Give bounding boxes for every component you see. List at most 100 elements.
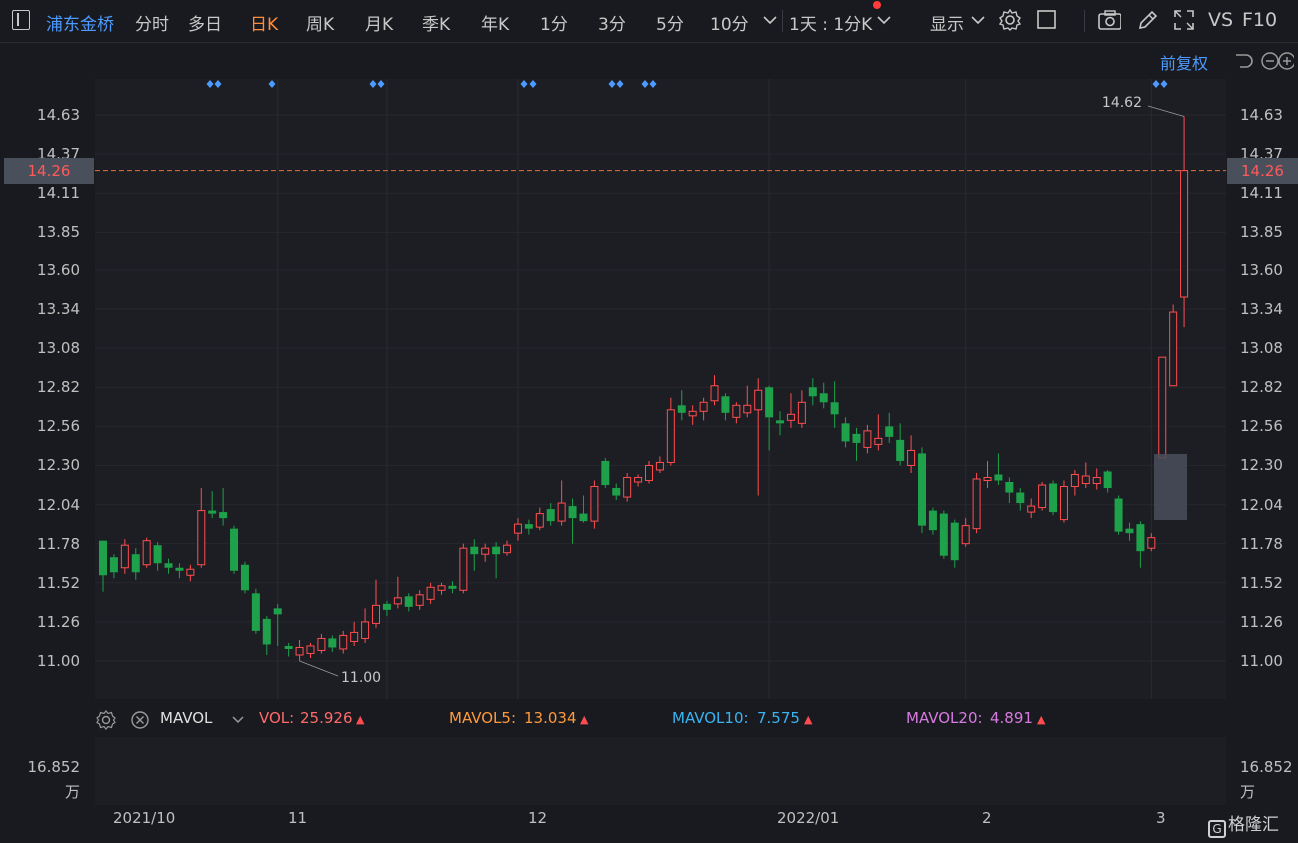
price-axis-right-label: 14.11	[1240, 184, 1283, 203]
candle-body-down	[1049, 483, 1058, 513]
display-menu[interactable]: 显示	[930, 15, 964, 35]
indicator-chevron-icon[interactable]	[230, 711, 246, 727]
plus-circle-icon[interactable]	[1278, 52, 1294, 70]
min-price-label: 11.00	[341, 670, 381, 686]
date-label-oct: 2021/10	[113, 809, 176, 827]
adjust-mode-button[interactable]: 前复权	[1160, 54, 1209, 73]
tab-5min[interactable]: 5分	[656, 15, 684, 35]
price-axis-left-label: 11.00	[37, 652, 80, 670]
toolbar-divider-2	[1084, 10, 1085, 32]
indicator-bar: MAVOL VOL: 25.926 ▲ MAVOL5: 13.034 ▲ MAV…	[0, 703, 1298, 733]
tab-quarterly-k[interactable]: 季K	[422, 15, 451, 35]
indicator-name[interactable]: MAVOL	[160, 709, 213, 727]
stock-name[interactable]: 浦东金桥	[46, 15, 114, 35]
indicator-settings-icon[interactable]	[95, 709, 117, 731]
candle-body-up	[623, 476, 632, 498]
interval-select[interactable]: 1天 : 1分K	[789, 15, 873, 35]
event-marker-icon	[520, 80, 528, 88]
candle-body-down	[208, 510, 217, 514]
crosshair-highlight	[1154, 454, 1187, 520]
candle-body-up	[710, 385, 719, 402]
candle-body-down	[251, 593, 260, 631]
candle-body-down	[928, 510, 937, 531]
candle-body-up	[503, 544, 512, 554]
minus-circle-icon[interactable]	[1261, 52, 1279, 70]
candle-body-down	[448, 585, 457, 589]
mavol5-label: MAVOL5:	[449, 709, 517, 727]
candle-body-up	[481, 547, 490, 555]
volume-axis-left-value: 16.852	[27, 758, 81, 776]
zoom-controls	[1236, 52, 1294, 70]
price-axis-right-label: 12.30	[1240, 456, 1283, 475]
candle-body-down	[109, 557, 118, 573]
candle-body-down	[131, 554, 140, 573]
mavol5-arrow: ▲	[580, 713, 589, 726]
pencil-icon[interactable]	[1136, 8, 1160, 32]
tab-yearly-k[interactable]: 年K	[481, 15, 510, 35]
price-axis-left-label: 11.52	[37, 573, 80, 592]
candle-body-up	[415, 594, 424, 606]
candle-body-down	[579, 513, 588, 522]
candle-body-up	[295, 646, 304, 656]
price-axis-left-label: 11.26	[37, 612, 80, 631]
mavol10-value: 7.575	[757, 709, 800, 727]
compare-button[interactable]: VS	[1208, 9, 1234, 31]
tab-daily-k[interactable]: 日K	[250, 15, 279, 35]
interval-chevron-icon[interactable]	[874, 10, 898, 34]
logo-icon: G	[1208, 820, 1226, 838]
price-axis-right-label: 13.08	[1240, 339, 1283, 358]
max-price-label: 14.62	[1102, 95, 1142, 111]
price-axis-right-label: 13.34	[1240, 300, 1283, 319]
volume-axis-right-unit: 万	[1240, 783, 1256, 801]
candle-body-up	[1180, 170, 1189, 298]
settings-icon[interactable]	[998, 8, 1022, 32]
price-axis-left-label: 13.34	[37, 300, 80, 319]
candle-body-up	[863, 430, 872, 448]
checkbox-icon[interactable]	[1036, 8, 1060, 32]
date-label-nov: 11	[288, 809, 308, 827]
tab-weekly-k[interactable]: 周K	[306, 15, 335, 35]
chevron-down-icon[interactable]	[760, 10, 784, 34]
tab-intraday[interactable]: 分时	[135, 15, 169, 35]
candle-body-down	[284, 645, 293, 649]
undo-icon[interactable]	[1236, 54, 1253, 68]
candle-body-up	[732, 404, 741, 418]
mavol20-arrow: ▲	[1037, 713, 1046, 726]
tab-10min[interactable]: 10分	[710, 15, 749, 35]
candle-body-up	[961, 525, 970, 545]
candle-body-up	[350, 631, 359, 642]
price-axis-right-label: 13.85	[1240, 223, 1283, 242]
candle-body-down	[1016, 492, 1025, 504]
price-axis-right-label: 12.56	[1240, 417, 1283, 436]
candle-body-up	[1081, 475, 1090, 485]
f10-button[interactable]: F10	[1242, 9, 1278, 31]
candle-body-up	[372, 604, 380, 624]
candle-body-up	[317, 637, 326, 651]
candle-body-down	[852, 433, 861, 443]
candle-body-up	[874, 437, 883, 445]
volume-axis-left-unit: 万	[64, 783, 80, 801]
candle-body-down	[885, 426, 894, 437]
indicator-close-icon[interactable]	[129, 709, 151, 731]
candle-body-down	[721, 396, 730, 413]
price-axis-right-label: 13.60	[1240, 260, 1283, 279]
candle-body-up	[197, 510, 206, 566]
price-axis-left-label: 14.11	[37, 184, 80, 203]
candle-body-down	[830, 402, 839, 415]
display-chevron-icon[interactable]	[968, 10, 992, 34]
tab-monthly-k[interactable]: 月K	[365, 15, 394, 35]
tab-3min[interactable]: 3分	[598, 15, 626, 35]
candle-body-up	[557, 502, 566, 522]
candle-body-down	[994, 474, 1003, 481]
candle-body-down	[601, 460, 610, 486]
candle-body-up	[535, 513, 544, 528]
tab-multi-day[interactable]: 多日	[188, 15, 222, 35]
top-toolbar: 浦东金桥 分时 多日 日K 周K 月K 季K 年K 1分 3分 5分 10分 1…	[0, 0, 1298, 43]
tab-1min[interactable]: 1分	[540, 15, 568, 35]
price-axis-left-label: 12.30	[37, 456, 80, 475]
candle-body-down	[1103, 471, 1112, 489]
fullscreen-icon[interactable]	[1172, 8, 1196, 32]
camera-icon[interactable]	[1097, 8, 1121, 32]
price-chart-panel	[95, 79, 1226, 699]
sidebar-toggle-icon[interactable]	[12, 10, 30, 30]
